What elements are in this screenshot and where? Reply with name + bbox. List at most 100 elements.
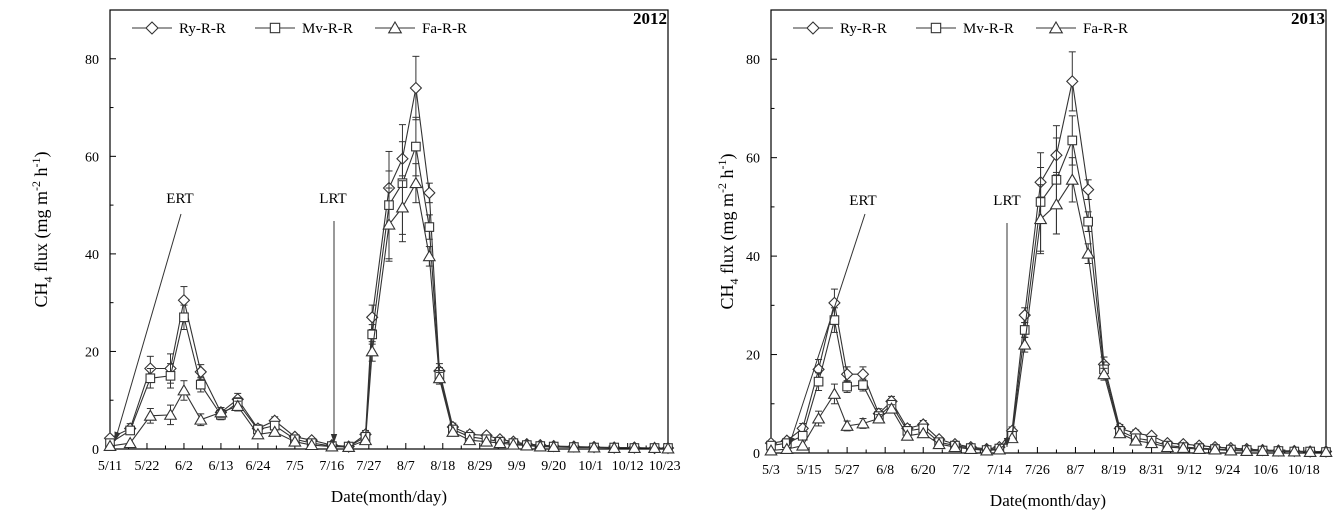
data-point — [1319, 445, 1333, 457]
data-point — [900, 429, 915, 441]
y-axis-label-part: -1 — [715, 159, 729, 169]
x-tick-label: 6/20 — [911, 463, 936, 478]
x-tick-label: 8/29 — [467, 459, 492, 474]
plot-frame — [770, 9, 1327, 454]
legend: Ry-R-R Mv-R-R Fa-R-R — [793, 20, 1128, 37]
x-tick-label: 10/12 — [612, 459, 644, 474]
y-tick-label: 40 — [85, 248, 99, 263]
chart-panel-2013: 0 20 40 60 80 5/3 5/15 5/27 6/8 6/20 7/2 7/14 7/26 8/… — [715, 9, 1333, 510]
y-axis-label-part: CH — [717, 284, 737, 309]
data-point — [840, 367, 854, 381]
data-point — [423, 186, 436, 200]
y-tick-label: 80 — [746, 53, 760, 68]
x-tick-label: 6/24 — [245, 459, 270, 474]
annotation-ERT: ERT — [788, 193, 877, 447]
data-point — [409, 176, 423, 189]
legend-label: Fa-R-R — [1083, 21, 1128, 37]
data-point — [520, 438, 534, 451]
data-point — [1081, 247, 1095, 259]
legend: Ry-R-R Mv-R-R Fa-R-R — [132, 20, 467, 37]
x-tick-label: 10/6 — [1253, 463, 1278, 478]
x-tick-label: 10/18 — [1288, 463, 1320, 478]
data-point — [325, 439, 339, 452]
y-tick-label: 20 — [746, 349, 760, 364]
x-tick-label: 7/27 — [356, 459, 381, 474]
y-tick-label: 20 — [85, 345, 99, 360]
data-point — [797, 430, 808, 441]
data-point — [840, 419, 854, 431]
legend-label: Ry-R-R — [179, 21, 226, 37]
series-Fa-R-R — [764, 157, 1333, 457]
y-tick-label: 80 — [85, 53, 99, 68]
legend-marker — [1048, 20, 1064, 34]
annotation-arrow-line — [114, 213, 182, 442]
y-axis-label-part: -2 — [715, 183, 729, 193]
data-point — [1113, 426, 1127, 439]
data-point — [194, 413, 208, 425]
data-point — [358, 433, 373, 446]
data-point — [341, 440, 356, 452]
y-axis-label-part: h — [717, 169, 737, 183]
x-axis-label: Date(month/day) — [331, 487, 447, 506]
y-axis-label-part: flux (mg m — [31, 191, 52, 277]
data-point — [872, 411, 886, 424]
data-point — [462, 433, 477, 446]
x-tick-label: 8/31 — [1139, 463, 1164, 478]
legend-label: Mv-R-R — [963, 21, 1014, 37]
data-point — [177, 383, 191, 396]
data-point — [827, 387, 842, 399]
plot-frame — [109, 9, 669, 450]
data-point — [916, 426, 930, 439]
panel-year-label: 2013 — [1291, 9, 1325, 28]
legend-marker — [806, 21, 820, 35]
data-point — [395, 200, 410, 213]
data-point — [1271, 444, 1286, 457]
x-tick-label: 10/23 — [649, 459, 681, 474]
x-tick-label: 10/1 — [578, 459, 603, 474]
data-point — [764, 443, 778, 456]
data-point — [195, 379, 206, 390]
series-line — [770, 178, 1326, 453]
x-tick-label: 6/13 — [208, 459, 233, 474]
data-point — [103, 439, 117, 452]
y-axis-label-part: CH — [31, 282, 51, 307]
data-point — [992, 442, 1007, 455]
data-point — [1097, 367, 1111, 380]
data-point — [1083, 216, 1093, 227]
legend-label: Mv-R-R — [302, 21, 353, 37]
data-point — [1287, 444, 1302, 457]
legend-marker — [930, 22, 942, 34]
data-point — [1081, 183, 1095, 196]
x-tick-label: 7/2 — [952, 463, 970, 478]
data-point — [177, 293, 191, 307]
x-tick-label: 6/8 — [876, 463, 894, 478]
data-point — [811, 411, 826, 424]
x-tick-label: 9/12 — [1177, 463, 1202, 478]
chart-panel-2012: 0 20 40 60 80 5/11 5/22 6/2 6/13 6/24 7/5 7/16 7/27 8… — [29, 9, 681, 506]
data-point — [409, 81, 423, 95]
x-axis-label: Date(month/day) — [990, 491, 1106, 510]
series-Fa-R-R — [103, 163, 675, 454]
data-point — [627, 441, 642, 453]
annotation-ERT: ERT — [114, 191, 194, 442]
legend-marker — [145, 21, 159, 35]
annotation-arrow-line — [788, 213, 866, 447]
x-tick-label: 5/15 — [797, 463, 822, 478]
x-tick-label: 7/16 — [319, 459, 344, 474]
y-tick-label: 0 — [753, 447, 760, 462]
data-point — [1160, 440, 1175, 453]
data-point — [367, 329, 378, 340]
x-tick-label: 6/2 — [175, 459, 193, 474]
y-axis-label-part: ) — [717, 153, 738, 159]
data-point — [587, 440, 601, 453]
annotation-label: LRT — [993, 193, 1020, 209]
data-point — [546, 440, 561, 452]
series-Ry-R-R — [764, 51, 1333, 458]
annotation-LRT: LRT — [319, 191, 347, 443]
data-point — [231, 399, 245, 412]
x-tick-label: 9/24 — [1215, 463, 1240, 478]
data-point — [1239, 444, 1254, 456]
data-point — [842, 381, 852, 392]
legend-label: Ry-R-R — [840, 21, 887, 37]
annotation-LRT: LRT — [993, 193, 1021, 447]
